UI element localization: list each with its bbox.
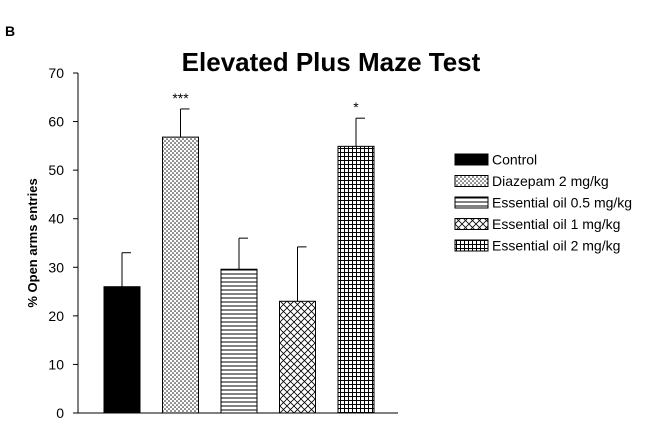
legend-label: Control bbox=[492, 152, 537, 168]
error-bars bbox=[121, 108, 365, 302]
bar bbox=[162, 136, 199, 414]
y-tick-label: 50 bbox=[48, 162, 64, 178]
legend-label: Essential oil 0.5 mg/kg bbox=[492, 195, 632, 211]
bar bbox=[279, 300, 316, 414]
y-tick-label: 20 bbox=[48, 308, 64, 324]
legend-swatch bbox=[454, 218, 489, 230]
y-axis-label: % Open arms entries bbox=[25, 178, 40, 307]
legend: Control Diazepam 2 mg/kg Essential oil 0.5… bbox=[454, 152, 632, 254]
y-axis: 0 10 20 30 40 50 60 70 bbox=[48, 65, 79, 421]
bars bbox=[103, 136, 375, 414]
legend-swatch bbox=[454, 175, 489, 187]
significance-label: *** bbox=[172, 90, 189, 106]
y-tick-label: 10 bbox=[48, 356, 64, 372]
legend-swatch bbox=[454, 239, 489, 252]
legend-swatch bbox=[454, 153, 489, 166]
y-tick-label: 30 bbox=[48, 259, 64, 275]
significance-label: * bbox=[353, 99, 359, 115]
y-tick-label: 40 bbox=[48, 211, 64, 227]
chart-title: Elevated Plus Maze Test bbox=[182, 47, 481, 77]
legend-label: Essential oil 2 mg/kg bbox=[492, 238, 620, 254]
y-tick-label: 60 bbox=[48, 114, 64, 130]
bar bbox=[220, 268, 258, 414]
y-tick-label: 70 bbox=[48, 65, 64, 81]
legend-swatch bbox=[454, 196, 489, 209]
bar bbox=[103, 286, 141, 414]
y-tick-label: 0 bbox=[56, 405, 64, 421]
significance-marks: **** bbox=[172, 90, 359, 115]
legend-label: Diazepam 2 mg/kg bbox=[492, 173, 609, 189]
bar bbox=[337, 145, 375, 414]
panel-label: B bbox=[5, 23, 15, 39]
legend-label: Essential oil 1 mg/kg bbox=[492, 216, 620, 232]
